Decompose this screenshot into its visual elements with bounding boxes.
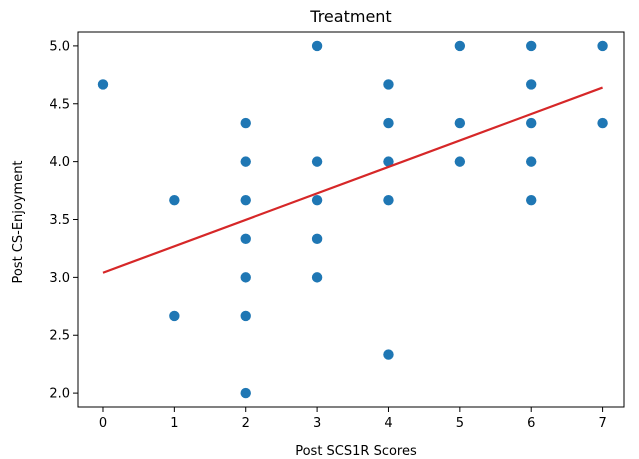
y-tick-label: 4.0 <box>49 155 70 170</box>
x-tick-label: 3 <box>313 416 321 431</box>
data-point <box>240 310 251 322</box>
data-point <box>240 156 251 167</box>
y-tick-label: 2.0 <box>49 387 70 402</box>
data-point <box>454 156 466 167</box>
x-tick-label: 6 <box>527 416 535 431</box>
data-point <box>383 156 394 167</box>
data-point <box>240 272 251 283</box>
data-point <box>240 194 251 206</box>
x-axis-label: Post SCS1R Scores <box>295 444 417 459</box>
data-point <box>526 117 537 129</box>
data-points <box>97 40 608 399</box>
data-point <box>240 387 251 399</box>
data-point <box>597 117 608 129</box>
y-tick-label: 3.5 <box>49 213 70 228</box>
data-point <box>311 156 323 167</box>
data-point <box>97 79 109 90</box>
data-point <box>454 40 466 52</box>
data-point <box>383 79 394 90</box>
data-point <box>454 117 466 129</box>
chart-title: Treatment <box>309 7 391 26</box>
data-point <box>526 79 537 90</box>
plot-area <box>77 31 625 408</box>
data-point <box>383 349 394 360</box>
data-point <box>597 40 608 52</box>
y-axis: 2.0 2.5 3.0 3.5 4.0 4.5 5.0 <box>49 39 78 402</box>
data-point <box>526 194 537 206</box>
x-tick-label: 0 <box>99 416 107 431</box>
data-point <box>240 233 251 245</box>
y-axis-label: Post CS-Enjoyment <box>11 160 26 283</box>
regression-line <box>102 86 603 274</box>
y-tick-label: 2.5 <box>49 329 70 344</box>
y-tick-label: 5.0 <box>49 39 70 54</box>
x-tick-label: 7 <box>598 416 606 431</box>
data-point <box>526 40 537 52</box>
data-point <box>383 117 394 129</box>
x-tick-label: 5 <box>456 416 464 431</box>
data-point <box>311 194 323 206</box>
y-tick-label: 4.5 <box>49 97 70 112</box>
regression-line-group <box>102 86 603 274</box>
data-point <box>311 40 323 52</box>
x-tick-label: 2 <box>242 416 250 431</box>
data-point <box>526 156 537 167</box>
x-tick-label: 1 <box>170 416 178 431</box>
y-tick-label: 3.0 <box>49 271 70 286</box>
x-axis: 0 1 2 3 4 5 6 7 <box>99 407 607 431</box>
data-point <box>383 194 394 206</box>
data-point <box>240 117 251 129</box>
x-tick-label: 4 <box>384 416 392 431</box>
data-point <box>311 272 323 283</box>
data-point <box>311 233 323 245</box>
data-point <box>169 310 180 322</box>
data-point <box>169 194 180 206</box>
